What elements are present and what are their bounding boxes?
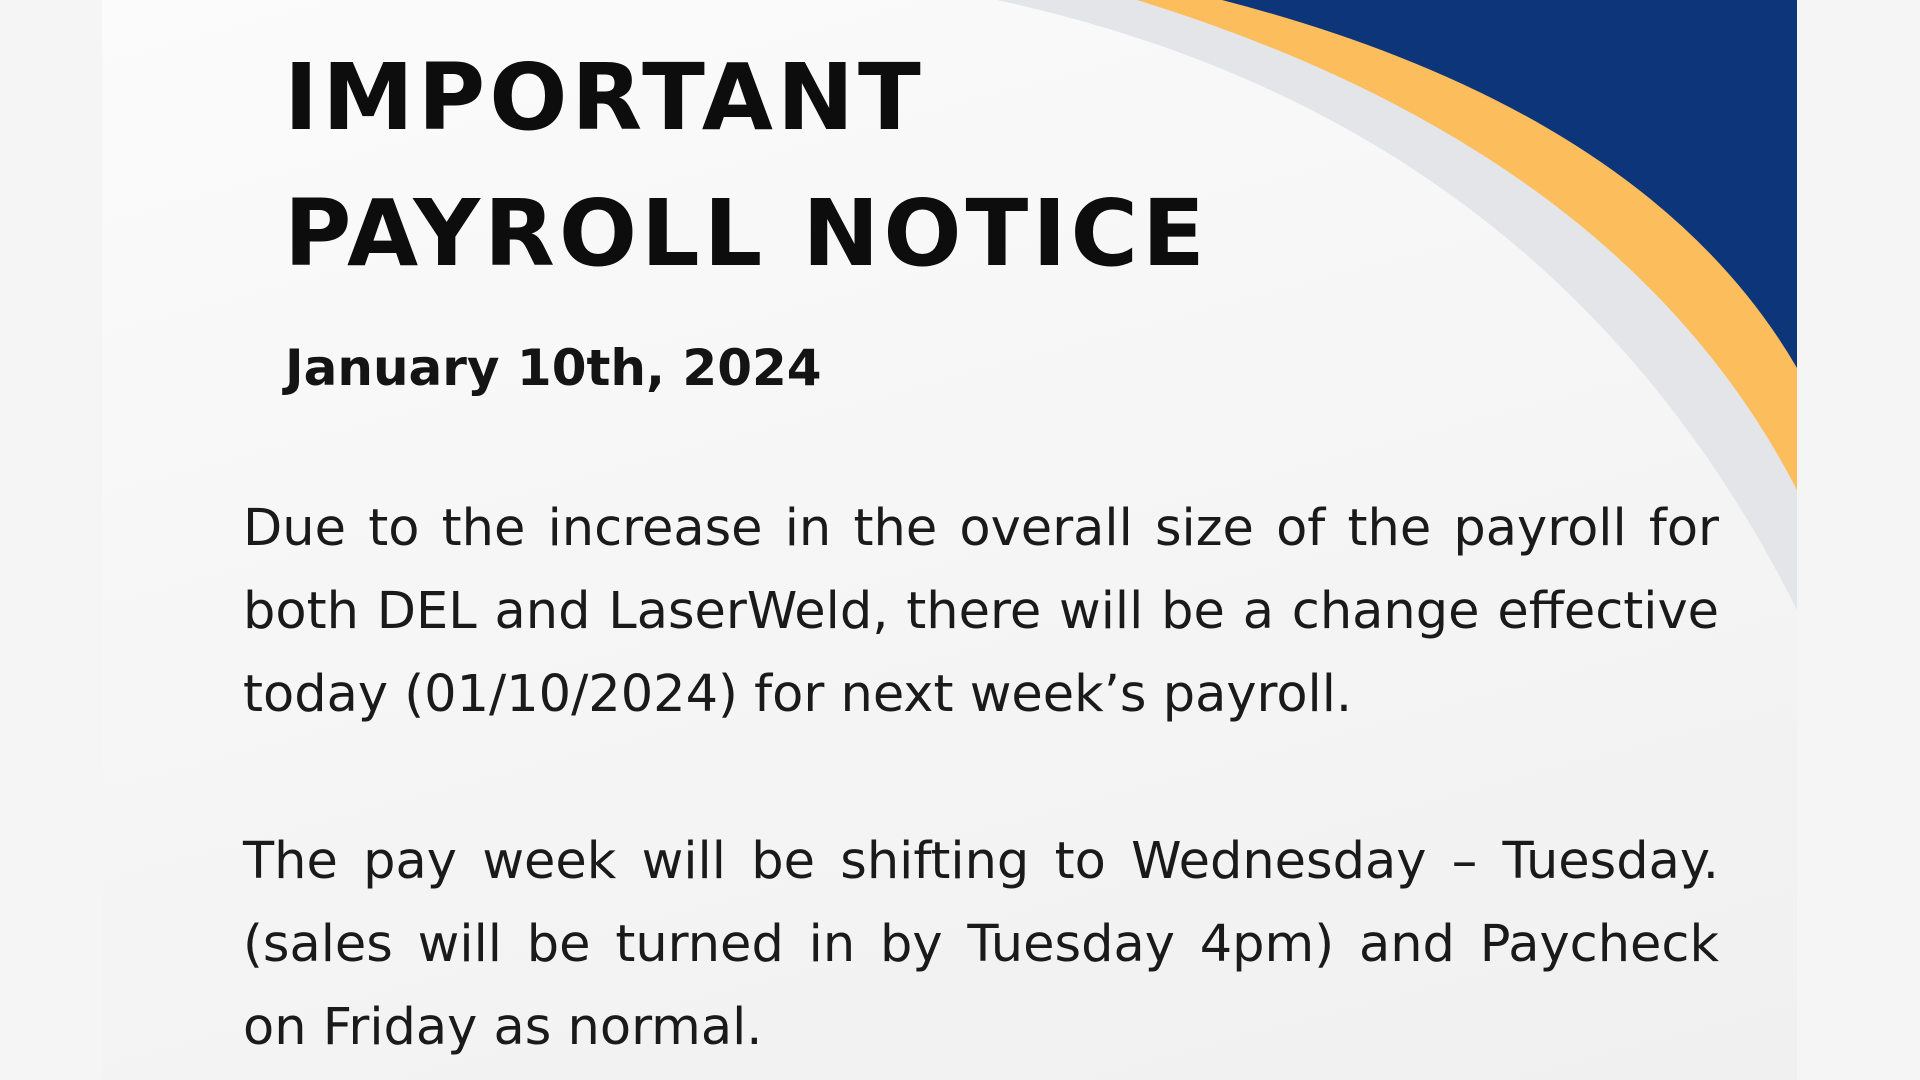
corner-swoosh-decoration (997, 0, 1797, 610)
notice-card (102, 0, 1797, 1080)
title-line-important: IMPORTANT (284, 44, 925, 151)
navy-corner-shape (1222, 0, 1797, 368)
notice-date: January 10th, 2024 (285, 339, 822, 397)
notice-title: IMPORTANT PAYROLL NOTICE (284, 30, 1209, 302)
right-margin (1797, 0, 1920, 1080)
notice-paragraph-change: Due to the increase in the overall size … (243, 499, 1719, 724)
notice-paragraph-pay-week: The pay week will be shifting to Wednesd… (243, 832, 1719, 1057)
left-margin (0, 0, 102, 1080)
title-line-payroll-notice: PAYROLL NOTICE (284, 180, 1209, 287)
